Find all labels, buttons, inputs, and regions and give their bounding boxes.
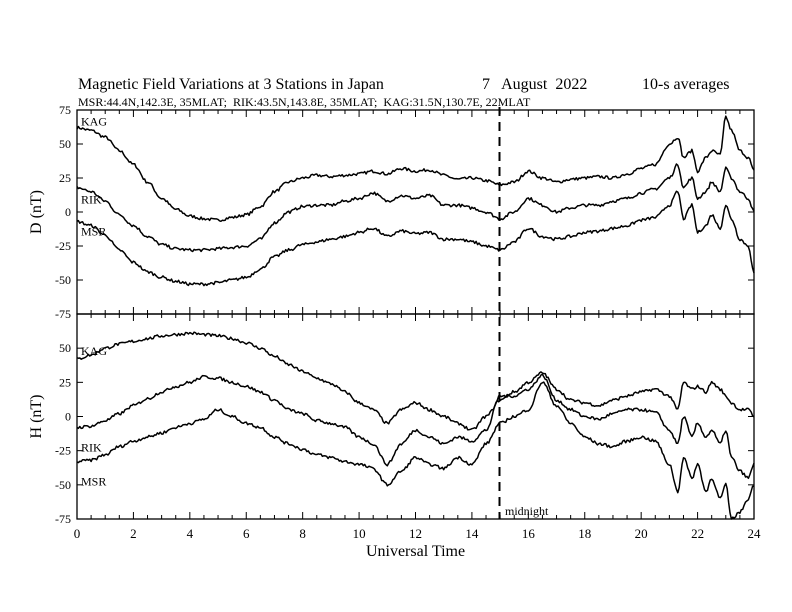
x-tick-label: 20 <box>635 526 648 541</box>
d-component-panel: 75 50 25 0 -25 -50 -75 D (nT) KAG RIK MSR <box>28 103 755 321</box>
series-label-rik: RIK <box>81 193 102 207</box>
y-tick-label: 0 <box>65 205 71 219</box>
x-tick-label: 22 <box>691 526 704 541</box>
y-tick-label: 0 <box>65 410 71 424</box>
y-tick-label: -75 <box>55 307 71 321</box>
y-tick-label: -50 <box>55 273 71 287</box>
y-tick-label: -50 <box>55 478 71 492</box>
series-line-kag <box>76 115 755 223</box>
x-tick-label: 8 <box>299 526 306 541</box>
x-tick-label: 16 <box>522 526 536 541</box>
station-coordinates: MSR:44.4N,142.3E, 35MLAT; RIK:43.5N,143.… <box>78 95 531 109</box>
x-tick-label: 2 <box>130 526 137 541</box>
series-line-msr <box>76 190 755 287</box>
plot-frame <box>76 313 755 520</box>
series-line-msr <box>76 381 754 520</box>
plot-frame <box>76 109 755 315</box>
series-label-msr: MSR <box>81 225 106 239</box>
x-tick-label: 12 <box>409 526 422 541</box>
series-line-rik <box>76 163 755 253</box>
x-tick-label: 6 <box>243 526 250 541</box>
chart-averaging: 10-s averages <box>642 76 730 93</box>
series-line-rik <box>76 373 755 480</box>
series-label-rik: RIK <box>81 440 102 454</box>
x-tick-label: 24 <box>748 526 762 541</box>
y-tick-label: 75 <box>59 103 71 117</box>
series-line-kag <box>76 331 755 431</box>
midnight-label: midnight <box>505 504 549 518</box>
y-tick-label: -25 <box>55 444 71 458</box>
x-tick-label: 18 <box>578 526 591 541</box>
x-tick-label: 14 <box>465 526 479 541</box>
y-tick-label: -75 <box>55 512 71 526</box>
y-axis-label: D (nT) <box>28 190 45 234</box>
x-tick-label: 4 <box>187 526 194 541</box>
chart-date: 7 August 2022 <box>482 76 587 93</box>
series-label-kag: KAG <box>81 115 107 129</box>
x-tick-label: 10 <box>353 526 366 541</box>
y-tick-label: 25 <box>59 171 71 185</box>
y-tick-label: 50 <box>59 341 71 355</box>
y-axis-label: H (nT) <box>28 395 45 439</box>
x-axis-label: Universal Time <box>366 543 465 560</box>
y-tick-label: 25 <box>59 375 71 389</box>
y-tick-label: -25 <box>55 239 71 253</box>
series-label-kag: KAG <box>81 344 107 358</box>
x-tick-label: 0 <box>74 526 81 541</box>
y-tick-label: 50 <box>59 137 71 151</box>
chart-title: Magnetic Field Variations at 3 Stations … <box>78 76 384 93</box>
series-label-msr: MSR <box>81 475 106 489</box>
